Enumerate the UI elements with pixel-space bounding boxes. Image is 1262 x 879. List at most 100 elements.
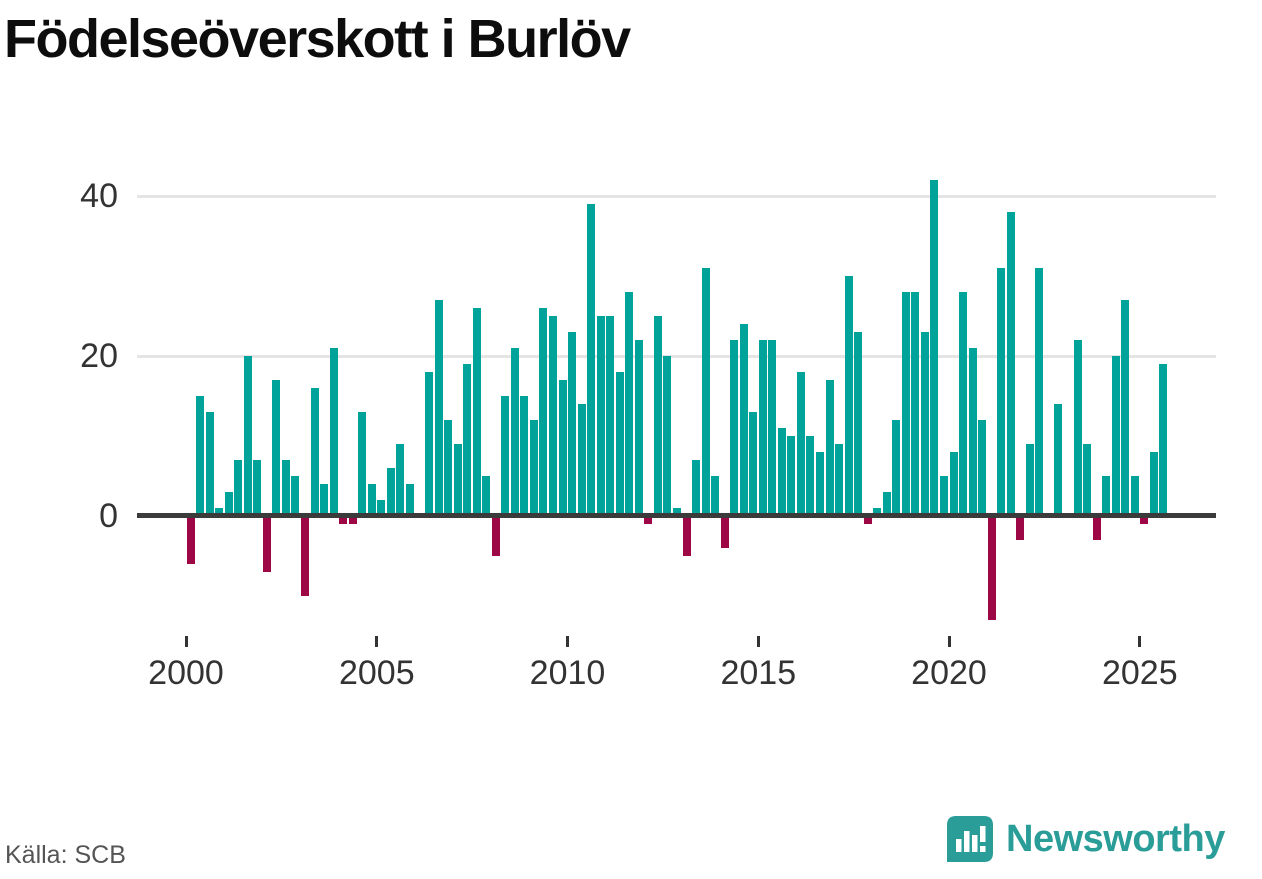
y-gridline-20: [137, 354, 1216, 358]
bar-2023-q2: [1073, 340, 1082, 516]
bar-2006-q3: [434, 300, 443, 516]
bar-2006-q4: [444, 420, 452, 516]
x-tick-2015: [756, 636, 760, 647]
bar-2019-q4: [940, 476, 948, 516]
bar-2008-q2: [501, 396, 510, 516]
bar-2025-q1: [1140, 516, 1149, 524]
bar-2010-q3: [587, 204, 596, 516]
bar-2011-q4: [634, 340, 643, 516]
bar-2010-q2: [577, 404, 586, 516]
bar-2020-q4: [978, 420, 987, 516]
newsworthy-wordmark: Newsworthy: [1006, 818, 1225, 860]
bar-2005-q3: [396, 444, 405, 516]
x-tick-2025: [1138, 636, 1142, 647]
x-tick-2020: [947, 636, 951, 647]
source-caption: Källa: SCB: [5, 841, 126, 869]
bar-2009-q4: [558, 380, 567, 516]
bar-2024-q1: [1102, 476, 1111, 516]
bar-2023-q4: [1092, 516, 1101, 540]
bar-2003-q4: [329, 348, 338, 516]
x-axis-label-2000: 2000: [148, 654, 224, 692]
bar-2014-q2: [730, 340, 739, 516]
bar-2025-q2: [1149, 452, 1158, 516]
bar-2013-q3: [701, 268, 710, 516]
bar-2000-q3: [205, 412, 214, 516]
bar-2012-q3: [663, 356, 672, 516]
bar-2016-q1: [796, 372, 805, 516]
bar-2020-q1: [949, 452, 958, 516]
bar-2021-q3: [1006, 212, 1015, 516]
x-axis-label-2015: 2015: [720, 654, 797, 692]
bar-2020-q3: [968, 348, 977, 516]
bar-2003-q3: [320, 484, 328, 516]
bar-2000-q4: [215, 508, 224, 516]
bar-2007-q2: [463, 364, 472, 516]
bar-2007-q3: [472, 308, 481, 516]
bar-2000-q1: [186, 516, 195, 564]
bar-2002-q4: [291, 476, 300, 516]
x-tick-2000: [184, 636, 188, 647]
bar-2010-q1: [568, 332, 576, 516]
bar-2005-q2: [386, 468, 395, 516]
bar-2010-q4: [596, 316, 605, 516]
x-axis-label-2020: 2020: [911, 654, 987, 692]
bar-2017-q4: [863, 516, 872, 524]
bar-2009-q1: [529, 420, 538, 516]
bar-2001-q2: [234, 460, 243, 516]
bar-2015-q2: [768, 340, 777, 516]
bar-2014-q3: [739, 324, 748, 516]
bar-2000-q2: [196, 396, 204, 516]
bar-2004-q2: [348, 516, 357, 524]
bar-2022-q4: [1054, 404, 1063, 516]
bar-2014-q4: [749, 412, 758, 516]
bar-2019-q3: [930, 180, 939, 516]
bar-2011-q1: [606, 316, 615, 516]
bar-2005-q4: [405, 484, 414, 516]
bar-2008-q3: [510, 348, 519, 516]
bar-2001-q3: [243, 356, 252, 516]
bar-2013-q2: [692, 460, 700, 516]
bar-2019-q2: [920, 332, 929, 516]
bar-2016-q3: [816, 452, 824, 516]
bar-2022-q1: [1025, 444, 1034, 516]
bar-2012-q4: [672, 508, 681, 516]
bar-2025-q3: [1159, 364, 1168, 516]
bar-2024-q3: [1121, 300, 1130, 516]
x-axis-label-2010: 2010: [529, 654, 606, 692]
y-gridline-40: [137, 194, 1216, 198]
bar-2011-q3: [625, 292, 634, 516]
x-axis-label-2025: 2025: [1101, 654, 1178, 692]
bar-2003-q2: [310, 388, 319, 516]
bar-2015-q4: [787, 436, 796, 516]
bar-2018-q1: [873, 508, 882, 516]
bar-2002-q3: [281, 460, 290, 516]
x-tick-2010: [566, 636, 569, 647]
bar-2012-q1: [644, 516, 653, 524]
bar-2004-q3: [358, 412, 367, 516]
bar-2023-q3: [1083, 444, 1091, 516]
bar-2002-q1: [262, 516, 271, 572]
bar-2021-q4: [1016, 516, 1025, 540]
bar-2012-q2: [653, 316, 662, 516]
newsworthy-bars-icon: [947, 816, 993, 862]
bar-2021-q2: [997, 268, 1006, 516]
y-axis-label-40: 40: [80, 177, 118, 215]
bar-2008-q4: [520, 396, 529, 516]
bar-2007-q4: [482, 476, 491, 516]
bar-2018-q4: [901, 292, 910, 516]
bar-2022-q2: [1035, 268, 1044, 516]
x-axis-label-2005: 2005: [338, 654, 415, 692]
newsworthy-logo: Newsworthy: [946, 815, 1225, 863]
bar-2009-q3: [548, 316, 557, 516]
chart-title: Födelseöverskott i Burlöv: [4, 9, 631, 69]
bar-2004-q1: [339, 516, 348, 524]
bar-2024-q4: [1130, 476, 1139, 516]
bar-2024-q2: [1111, 356, 1120, 516]
bar-2015-q3: [777, 428, 786, 516]
bar-2014-q1: [720, 516, 729, 548]
bar-2018-q3: [892, 420, 901, 516]
bar-2013-q4: [711, 476, 720, 516]
y-axis-label-0: 0: [99, 497, 118, 535]
